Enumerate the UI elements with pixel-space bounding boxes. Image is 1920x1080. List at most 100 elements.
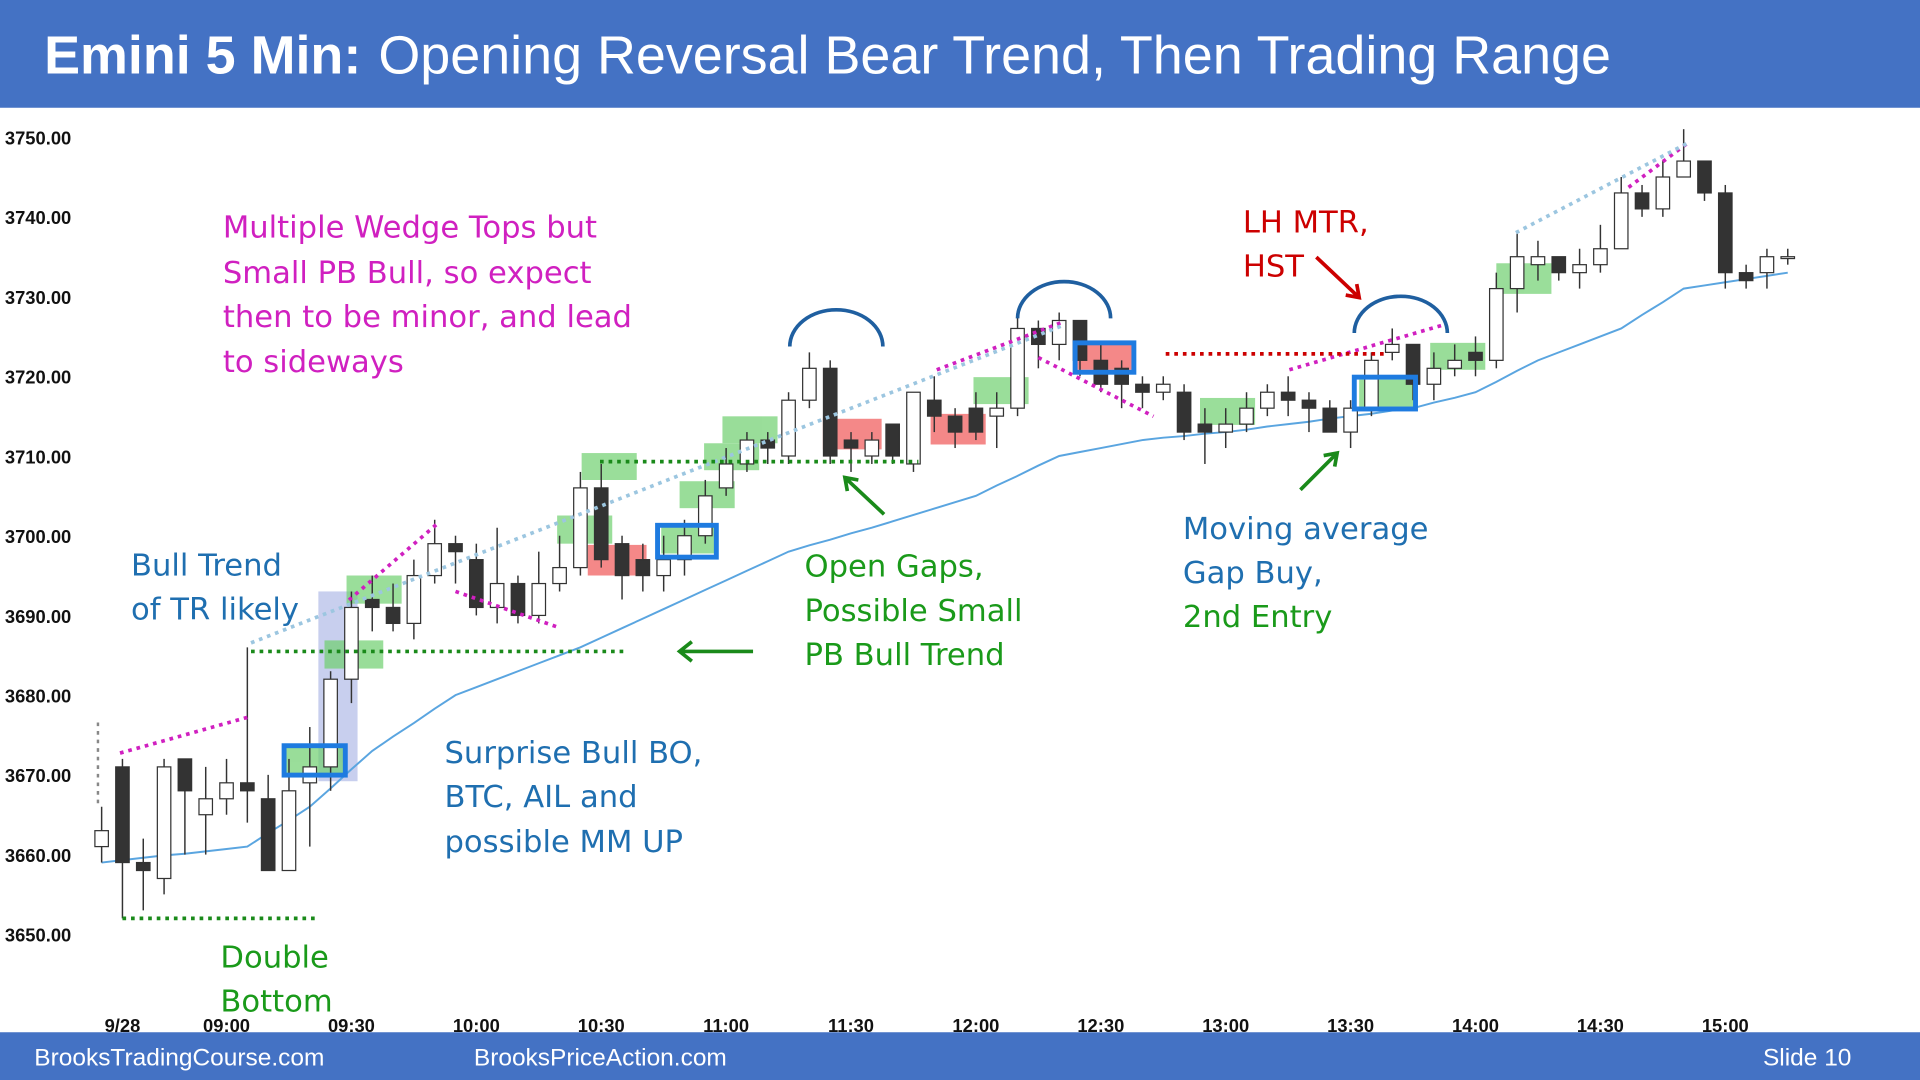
y-tick-label: 3650.00 [5, 925, 71, 946]
candle-body [135, 861, 151, 872]
candle-body [510, 582, 526, 617]
candle-body [885, 423, 900, 457]
candle-body [1780, 256, 1796, 260]
line: LH MTR, [1243, 206, 1369, 241]
candle-body [1218, 423, 1234, 433]
x-tick-label: 11:30 [828, 1015, 874, 1036]
candle-body [677, 535, 692, 561]
y-tick-label: 3680.00 [5, 685, 71, 706]
candle-body [1572, 264, 1587, 274]
candle-body [718, 463, 734, 489]
candle-body [1426, 367, 1442, 385]
annotation: Bull Trend of TR likely [131, 549, 299, 628]
line: Moving average [1183, 512, 1429, 547]
candle-body [1717, 192, 1733, 274]
candle-body [1155, 383, 1171, 393]
line: Small PB Bull, so expect [223, 256, 592, 291]
candle-body [385, 606, 401, 625]
candle-body [531, 582, 547, 617]
x-tick-label: 12:00 [952, 1015, 999, 1036]
y-tick-label: 3740.00 [5, 207, 71, 228]
candle-body [156, 766, 172, 880]
line: possible MM UP [444, 825, 682, 860]
candle-body [489, 582, 505, 609]
candle-body [614, 543, 630, 577]
x-tick-label: 10:00 [453, 1015, 500, 1036]
candle-body [1655, 176, 1671, 210]
candle-body [177, 758, 193, 792]
candle-body [1343, 407, 1358, 433]
candle-body [1176, 391, 1192, 433]
candle-body [1551, 256, 1567, 274]
candle-body [926, 399, 942, 417]
candle-body [989, 407, 1005, 417]
y-tick-label: 3720.00 [5, 367, 71, 388]
candle-body [260, 798, 276, 872]
line: Double [220, 940, 328, 975]
candle-body [427, 543, 443, 577]
line: BTC, AIL and [444, 780, 637, 815]
candle-body [802, 367, 817, 401]
x-tick-label: 15:00 [1702, 1015, 1749, 1036]
candle-body [1051, 319, 1067, 346]
candle-body [1738, 272, 1754, 282]
footer-center: BrooksPriceAction.com [474, 1044, 727, 1071]
candle-body [448, 543, 463, 553]
x-tick-label: 11:00 [703, 1015, 749, 1036]
candle-body [406, 574, 422, 625]
candle-body [1634, 192, 1650, 210]
candle-body [198, 798, 214, 816]
candle-body [1010, 327, 1025, 409]
line: to sideways [223, 345, 404, 380]
candle-body [864, 439, 880, 457]
candle-body [281, 790, 297, 872]
candle-body [94, 830, 109, 848]
x-tick-label: 13:00 [1202, 1015, 1249, 1036]
candle-body [240, 782, 255, 792]
top-arcs [787, 279, 1450, 347]
candle-body [1197, 423, 1213, 433]
candle-body [1468, 351, 1483, 361]
green-arrows [676, 450, 1340, 663]
candles [94, 129, 1796, 919]
footer-bar [0, 1032, 1920, 1080]
candle-body [468, 559, 484, 609]
candle-body [1135, 383, 1150, 393]
line: PB Bull Trend [804, 638, 1004, 673]
y-tick-label: 3710.00 [5, 446, 71, 467]
candle-body [1384, 343, 1400, 353]
wedge-lines [119, 141, 1689, 755]
line: Bull Trend [131, 549, 282, 584]
y-tick-label: 3700.00 [5, 526, 71, 547]
candle-body [323, 678, 338, 768]
axes: 3750.00 3740.00 3730.00 3720.00 3710.00 3700.… [0, 127, 1749, 1036]
annotation: Open Gaps, Possible Small PB Bull Trend [804, 550, 1022, 673]
candle-body [1301, 399, 1317, 409]
candle-body [344, 606, 359, 680]
line: of TR likely [131, 593, 299, 628]
line: 2nd Entry [1183, 600, 1332, 635]
annotations: Multiple Wedge Tops but Small PB Bull, so… [131, 206, 1428, 1020]
title-text: Opening Reversal Bear Trend, Then Tradin… [378, 25, 1611, 85]
x-tick-label: 13:30 [1327, 1015, 1374, 1036]
line: Open Gaps, [804, 550, 983, 585]
candle-body [1509, 256, 1525, 290]
x-tick-label: 10:30 [578, 1015, 625, 1036]
line: Gap Buy, [1183, 556, 1323, 591]
candle-body [843, 439, 859, 449]
candle-body [656, 559, 672, 577]
support-lines [122, 459, 919, 921]
candle-body [115, 766, 130, 864]
line: HST [1243, 250, 1304, 285]
candle-body [906, 391, 921, 465]
candle-body [364, 598, 380, 609]
candle-body [947, 415, 963, 433]
trend-lines [250, 141, 1689, 645]
line: Bottom [220, 984, 332, 1019]
footer-slide: Slide 10 [1763, 1044, 1851, 1071]
candle-body [1239, 407, 1254, 425]
x-tick-label: 9/28 [105, 1015, 141, 1036]
x-tick-label: 14:30 [1577, 1015, 1624, 1036]
line: Possible Small [804, 594, 1022, 629]
